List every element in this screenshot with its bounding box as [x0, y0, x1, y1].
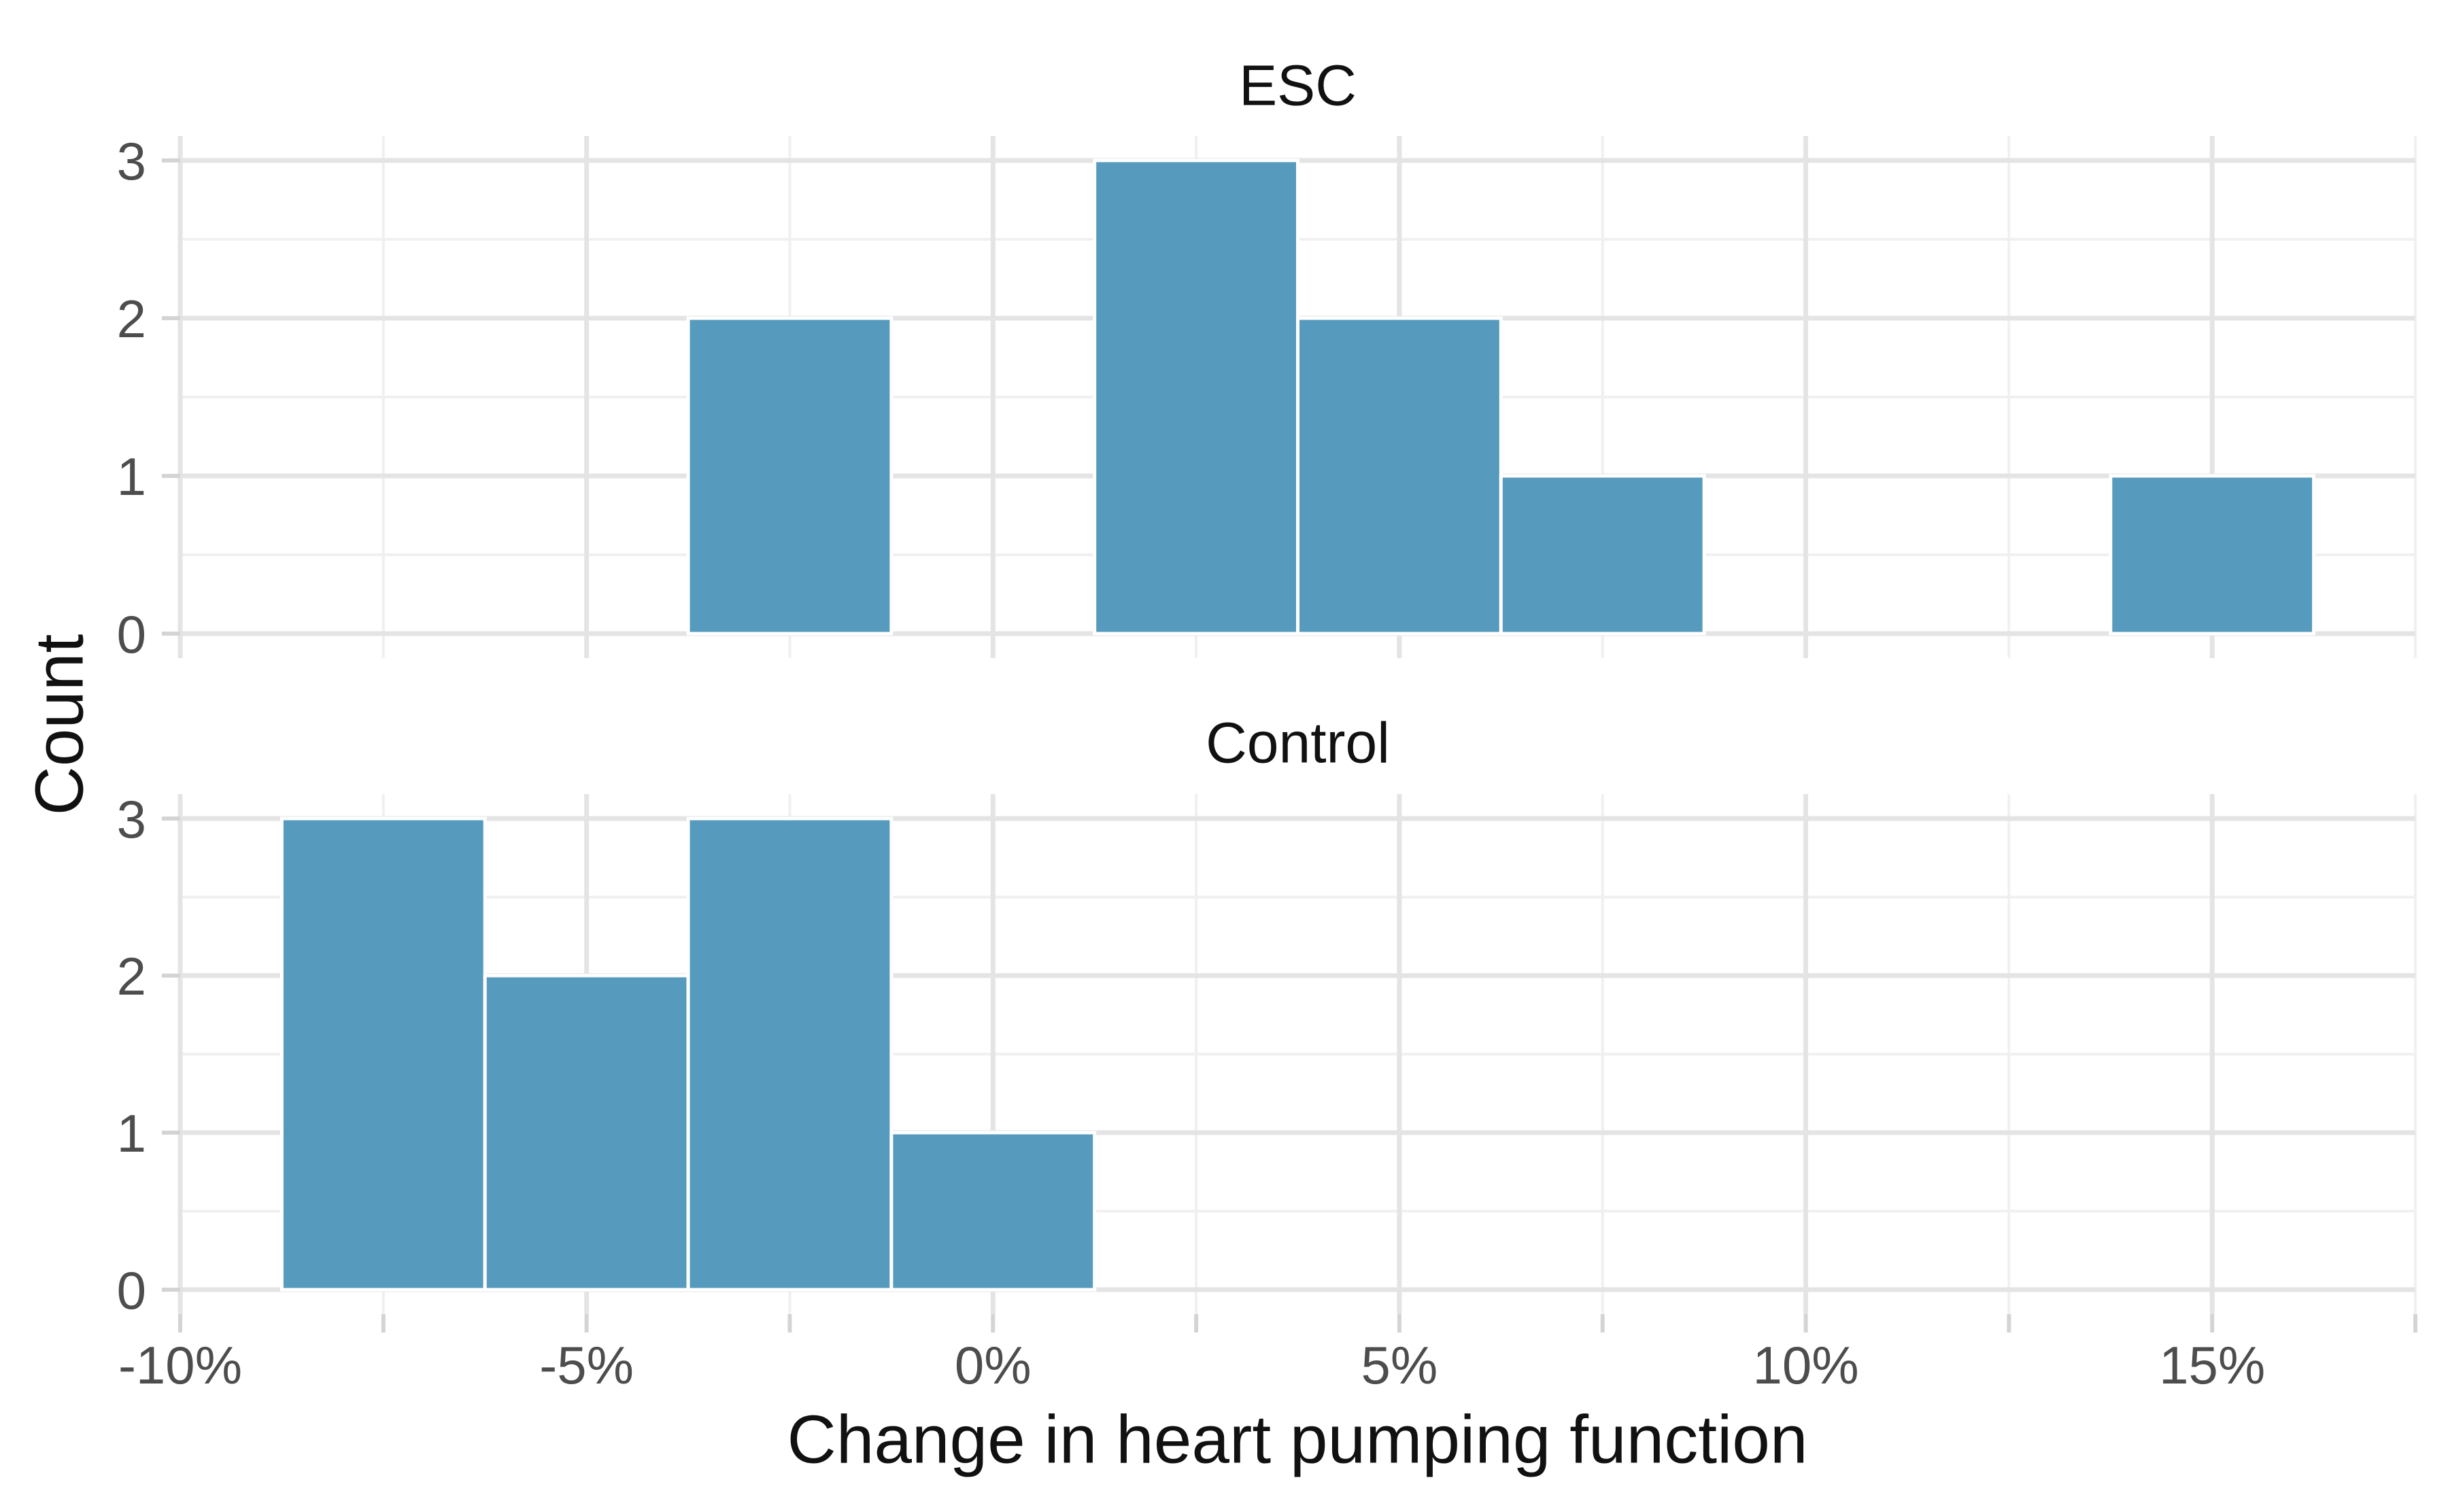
x-tick-label: 5%	[1361, 1335, 1438, 1395]
histogram-bar	[483, 974, 690, 1292]
x-tick-label: 10%	[1752, 1335, 1858, 1395]
y-tick-label: 0	[117, 1260, 146, 1320]
y-tick-label: 2	[117, 289, 146, 349]
histogram-bar	[889, 1131, 1097, 1292]
histogram-bar	[686, 817, 894, 1292]
y-tick-label: 3	[117, 789, 146, 849]
facet-label-control: Control	[1206, 710, 1390, 775]
x-tick-label: 0%	[955, 1335, 1032, 1395]
histogram-bar	[1296, 316, 1503, 636]
y-tick-label: 0	[117, 604, 146, 664]
y-tick-label: 2	[117, 946, 146, 1006]
histogram-bar	[686, 316, 894, 636]
facet-label-esc: ESC	[1239, 53, 1357, 118]
y-tick-label: 1	[117, 1103, 146, 1163]
histogram-bar	[1093, 158, 1299, 636]
histogram-bar	[1499, 474, 1706, 636]
y-tick-label: 1	[117, 447, 146, 506]
histogram-bar	[2109, 474, 2316, 636]
x-axis-title: Change in heart pumping function	[787, 1401, 1808, 1478]
x-tick-label: 15%	[2159, 1335, 2265, 1395]
y-tick-label: 3	[117, 131, 146, 191]
histogram-bar	[279, 817, 487, 1292]
x-tick-label: -10%	[118, 1335, 242, 1395]
x-tick-label: -5%	[539, 1335, 634, 1395]
y-axis-title: Count	[21, 634, 98, 816]
